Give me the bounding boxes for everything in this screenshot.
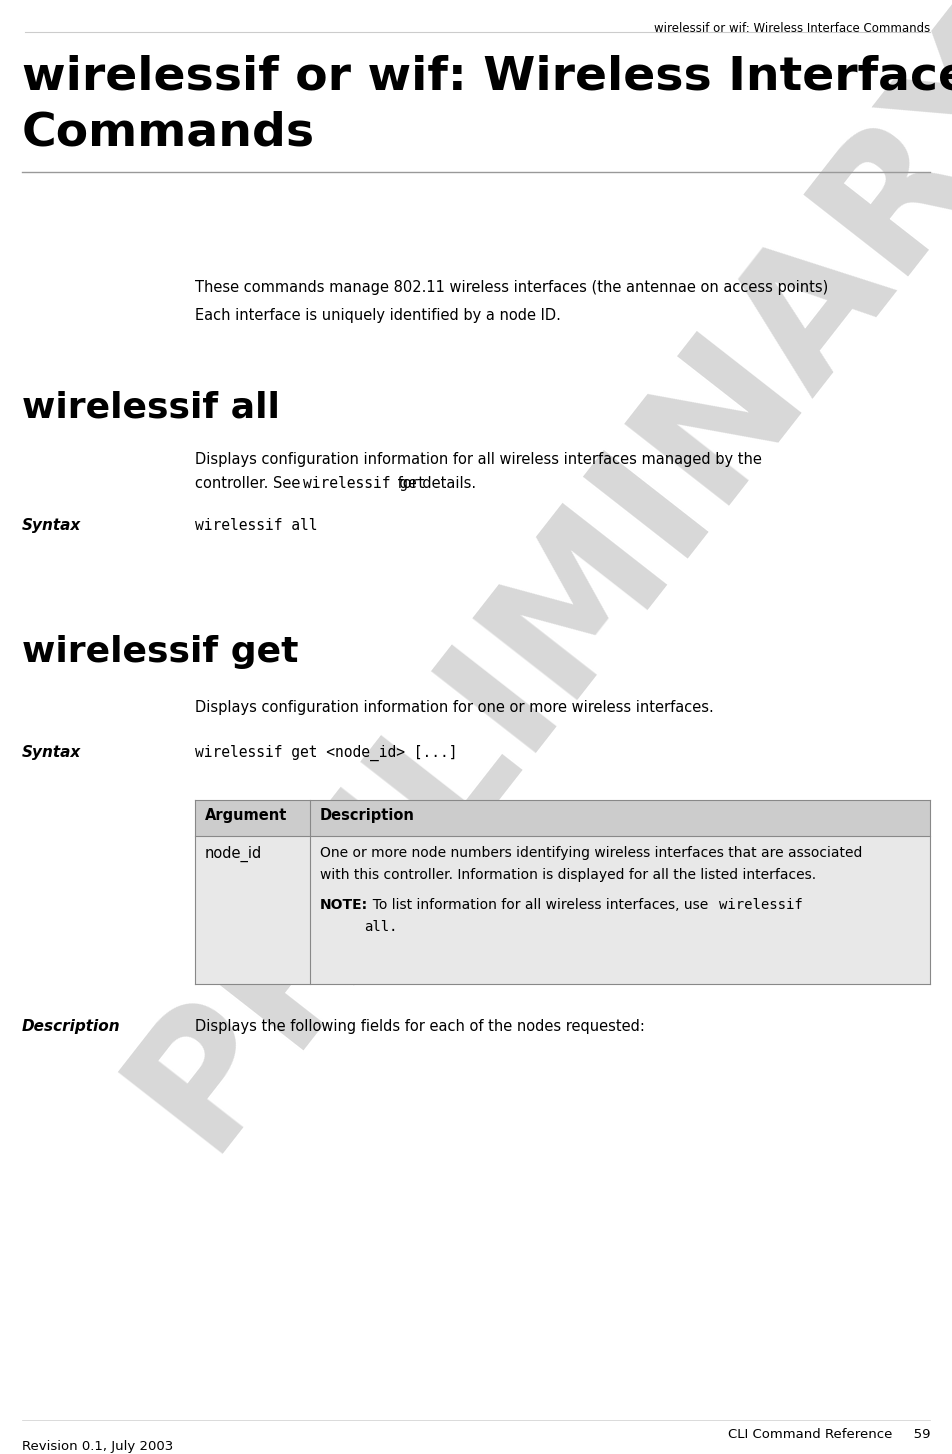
Text: controller. See: controller. See	[195, 475, 305, 491]
Text: Displays the following fields for each of the nodes requested:: Displays the following fields for each o…	[195, 1019, 645, 1034]
Text: wirelessif or wif: Wireless Interface: wirelessif or wif: Wireless Interface	[22, 55, 952, 100]
Text: wirelessif get: wirelessif get	[22, 635, 299, 669]
Text: wirelessif get <node_id> [...]: wirelessif get <node_id> [...]	[195, 744, 458, 762]
Text: CLI Command Reference     59: CLI Command Reference 59	[727, 1428, 930, 1441]
Text: One or more node numbers identifying wireless interfaces that are associated: One or more node numbers identifying wir…	[320, 846, 863, 859]
Text: node_id: node_id	[205, 846, 262, 862]
Text: Displays configuration information for all wireless interfaces managed by the: Displays configuration information for a…	[195, 452, 762, 467]
Text: Syntax: Syntax	[22, 744, 81, 760]
Text: Syntax: Syntax	[22, 518, 81, 534]
Text: Description: Description	[22, 1019, 121, 1034]
Text: wirelessif or wif: Wireless Interface Commands: wirelessif or wif: Wireless Interface Co…	[654, 22, 930, 35]
Text: Each interface is uniquely identified by a node ID.: Each interface is uniquely identified by…	[195, 308, 561, 323]
Text: for details.: for details.	[393, 475, 476, 491]
Text: Revision 0.1, July 2003: Revision 0.1, July 2003	[22, 1439, 173, 1453]
Bar	[195, 836, 930, 984]
Text: PRELIMINARY: PRELIMINARY	[98, 0, 952, 1178]
Text: These commands manage 802.11 wireless interfaces (the antennae on access points): These commands manage 802.11 wireless in…	[195, 281, 828, 295]
Text: with this controller. Information is displayed for all the listed interfaces.: with this controller. Information is dis…	[320, 868, 816, 883]
Text: wirelessif: wirelessif	[719, 899, 803, 912]
Text: wirelessif get: wirelessif get	[303, 475, 426, 491]
Text: all.: all.	[364, 920, 398, 933]
Text: wirelessif all: wirelessif all	[22, 390, 280, 425]
Text: Argument: Argument	[205, 808, 288, 823]
Text: Description: Description	[320, 808, 415, 823]
Text: To list information for all wireless interfaces, use: To list information for all wireless int…	[364, 899, 713, 912]
Text: Commands: Commands	[22, 111, 315, 156]
Text: Displays configuration information for one or more wireless interfaces.: Displays configuration information for o…	[195, 699, 714, 715]
Text: wirelessif all: wirelessif all	[195, 518, 318, 534]
Text: NOTE:: NOTE:	[320, 899, 368, 912]
Bar	[195, 800, 930, 836]
